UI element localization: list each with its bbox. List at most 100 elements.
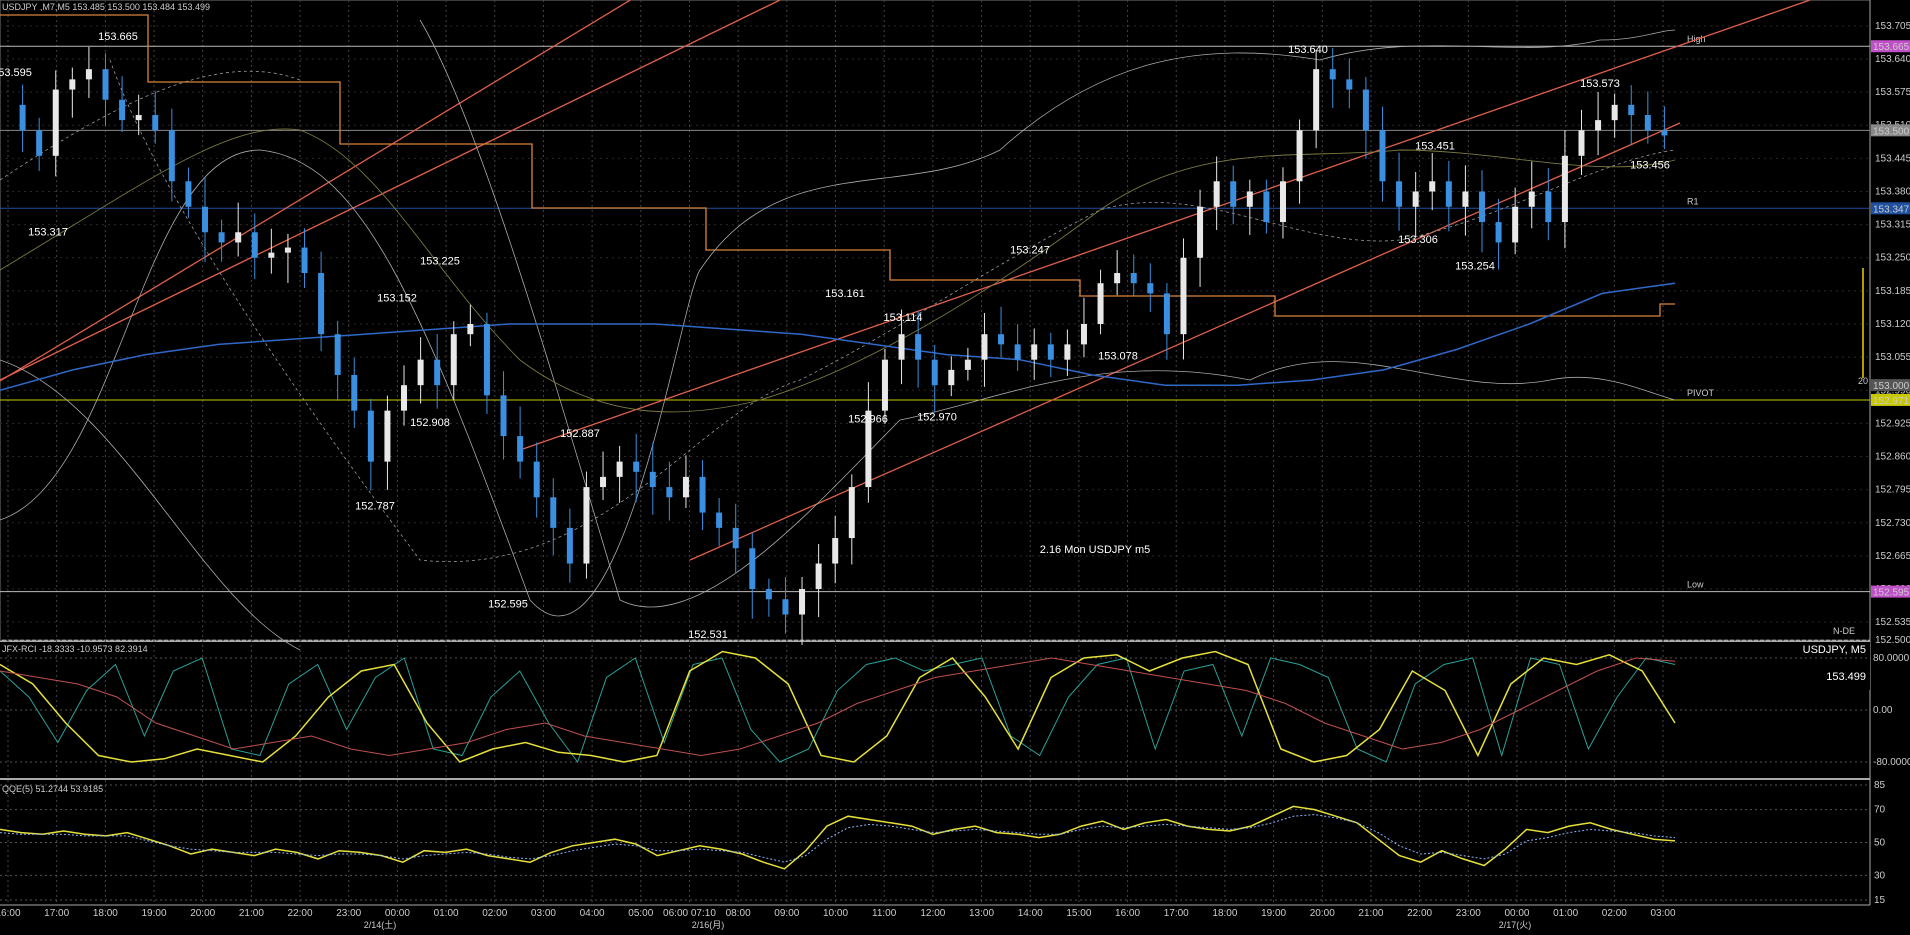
price-marker-bg xyxy=(1871,393,1910,406)
band-lower xyxy=(0,19,1676,651)
candle-body xyxy=(699,476,706,513)
candle-body xyxy=(384,410,391,462)
candle-body xyxy=(1197,206,1204,258)
candle-body xyxy=(915,334,922,360)
time-tick: 15:00 xyxy=(1066,908,1091,919)
candle-body xyxy=(1014,344,1021,360)
price-annotation: 153.317 xyxy=(28,227,68,239)
price-annotation: 153.161 xyxy=(825,288,865,300)
trend-channel-line xyxy=(0,0,781,381)
price-annotation: 152.887 xyxy=(560,428,600,440)
candle-body xyxy=(1429,181,1436,192)
rci-header-label: JFX-RCI -18.3333 -10.9573 82.3914 xyxy=(2,644,148,654)
candle-body xyxy=(1097,283,1104,324)
price-tick: 153.315 xyxy=(1875,220,1910,231)
candle-body xyxy=(649,471,656,488)
price-annotation: 153.640 xyxy=(1288,44,1328,56)
symbol-name: USDJPY, M5 xyxy=(1803,644,1866,656)
candle-body xyxy=(1661,130,1668,136)
price-tick: 153.705 xyxy=(1875,21,1910,32)
candle-body xyxy=(616,461,623,477)
price-annotation: 152.531 xyxy=(688,629,728,641)
time-tick: 05:00 xyxy=(628,908,653,919)
price-annotation: 152.970 xyxy=(917,411,957,423)
price-tick: 152.795 xyxy=(1875,485,1910,496)
candle-body xyxy=(1114,273,1121,284)
candle-body xyxy=(1246,191,1253,207)
candle-body xyxy=(964,359,971,370)
candle-body xyxy=(1279,181,1286,223)
price-tick: 153.445 xyxy=(1875,153,1910,164)
candle-body xyxy=(135,115,142,121)
time-tick: 22:00 xyxy=(1407,908,1432,919)
candle-body xyxy=(1644,115,1651,131)
candle-body xyxy=(1362,89,1369,131)
price-annotation: 153.306 xyxy=(1398,234,1438,246)
candle-body xyxy=(52,89,59,156)
candle-body xyxy=(19,104,26,131)
time-tick: 21:00 xyxy=(1358,908,1383,919)
candle-body xyxy=(1296,130,1303,182)
time-tick: 20:00 xyxy=(190,908,215,919)
candle-body xyxy=(1545,191,1552,223)
trend-channel-line xyxy=(519,0,1811,451)
price-marker-bg xyxy=(1871,202,1910,215)
step-level-line xyxy=(0,14,1675,317)
qqe-tick: 70 xyxy=(1874,805,1886,816)
rci-series-line xyxy=(0,657,1676,764)
candle-body xyxy=(1346,79,1353,90)
rci-tick: -80.0000 xyxy=(1873,757,1910,768)
price-tick: 152.665 xyxy=(1875,551,1910,562)
candle-body xyxy=(185,181,192,207)
candle-body xyxy=(284,247,291,253)
candle-body xyxy=(533,461,540,498)
time-tick: 21:00 xyxy=(239,908,264,919)
candle-body xyxy=(517,436,524,462)
candle-body xyxy=(1478,191,1485,223)
time-tick: 06:00 07:10 xyxy=(663,908,716,919)
candle-body xyxy=(1611,104,1618,121)
candle-body xyxy=(550,497,557,528)
candle-body xyxy=(102,69,109,100)
price-marker: 152.971 xyxy=(1873,396,1910,407)
qqe-tick: 85 xyxy=(1874,780,1886,791)
price-tick: 153.250 xyxy=(1875,253,1910,264)
time-tick: 03:00 xyxy=(1650,908,1675,919)
time-tick: 10:00 xyxy=(823,908,848,919)
chart-header-label: USDJPY ,M7,M5 153.485 153.500 153.484 15… xyxy=(2,2,210,12)
price-annotation: 153.247 xyxy=(1010,244,1050,256)
qqe-tick: 50 xyxy=(1874,838,1886,849)
price-tick: 152.925 xyxy=(1875,418,1910,429)
candle-body xyxy=(1080,324,1087,345)
candle-body xyxy=(301,247,308,274)
time-tick: 14:00 xyxy=(1018,908,1043,919)
chart-watermark-title: 2.16 Mon USDJPY m5 xyxy=(1040,544,1150,556)
pivot-label: PIVOT xyxy=(1687,388,1715,398)
price-tick: 152.860 xyxy=(1875,452,1910,463)
candle-body xyxy=(367,410,374,462)
time-tick: 04:00 xyxy=(580,908,605,919)
rci-series-line xyxy=(0,650,1676,763)
time-tick: 01:00 xyxy=(434,908,459,919)
candle-body xyxy=(600,476,607,488)
candle-body xyxy=(401,385,408,411)
candle-body xyxy=(1412,191,1419,207)
symbol-price: 153.499 xyxy=(1826,671,1866,683)
candle-body xyxy=(119,99,126,121)
candle-body xyxy=(1379,130,1386,182)
time-tick: 12:00 xyxy=(920,908,945,919)
candle-body xyxy=(318,273,325,335)
candle-body xyxy=(69,79,76,90)
candle-body xyxy=(583,487,590,564)
candle-body xyxy=(1263,191,1270,223)
price-annotation: 153.451 xyxy=(1415,140,1455,152)
candle-body xyxy=(716,512,723,528)
price-tick: 153.055 xyxy=(1875,352,1910,363)
moving-average-line xyxy=(0,282,1676,392)
candle-body xyxy=(1147,283,1154,294)
price-annotation: 153.456 xyxy=(1630,160,1670,172)
price-tick: 153.380 xyxy=(1875,186,1910,197)
qqe-header-label: QQE(5) 51.2744 53.9185 xyxy=(2,784,103,794)
rci-tick: 80.0000 xyxy=(1873,653,1910,664)
